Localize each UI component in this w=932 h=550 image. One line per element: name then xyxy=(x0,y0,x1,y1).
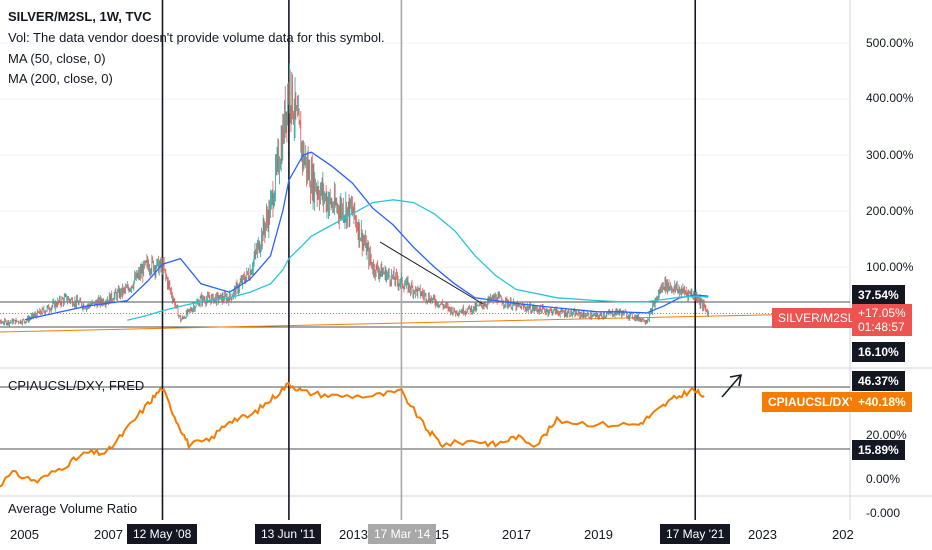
volume-note: Vol: The data vendor doesn't provide vol… xyxy=(8,30,385,45)
level-badge-top[interactable]: 37.54% xyxy=(852,285,905,305)
cpi-pane-label[interactable]: CPIAUCSL/DXY, FRED xyxy=(8,378,145,393)
y-tick-400: 400.00% xyxy=(866,91,914,105)
y-tick-300: 300.00% xyxy=(866,148,914,162)
silver-symbol-badge[interactable]: SILVER/M2SL xyxy=(772,308,861,328)
cpi-dxy-line xyxy=(0,381,705,488)
marker-label-2021[interactable]: 17 May '21 xyxy=(660,524,731,544)
avg-volume-label[interactable]: Average Volume Ratio xyxy=(8,501,138,516)
level-badge-low[interactable]: 16.10% xyxy=(852,342,905,362)
chart-title[interactable]: SILVER/M2SL, 1W, TVC xyxy=(8,9,152,24)
marker-label-2011[interactable]: 13 Jun '11 xyxy=(255,524,322,544)
arrow-head xyxy=(729,374,742,387)
x-tick-2023: 2023 xyxy=(748,527,777,542)
x-tick-2007: 2007 xyxy=(94,527,123,542)
cpi-symbol-badge[interactable]: CPIAUCSL/DXY xyxy=(762,392,864,412)
x-tick-2005: 2005 xyxy=(10,527,39,542)
lower-y-tick-neg: -0.000 xyxy=(866,506,901,520)
cpi-level-badge-top[interactable]: 46.37% xyxy=(852,371,905,391)
vertical-marker-lines xyxy=(161,0,697,520)
x-tick-2019: 2019 xyxy=(584,527,613,542)
x-tick-2013: 2013 xyxy=(339,527,368,542)
marker-label-2014[interactable]: 17 Mar '14 xyxy=(368,524,437,544)
y-tick-100: 100.00% xyxy=(866,260,914,274)
lower-y-tick-20: 20.00% xyxy=(866,428,907,442)
ma50-line xyxy=(24,151,709,321)
silver-countdown: 01:48:57 xyxy=(858,320,905,334)
orange-trendline xyxy=(0,312,851,333)
silver-candles xyxy=(0,63,709,327)
ma200-line xyxy=(127,199,709,321)
x-tick-2025: 202 xyxy=(832,527,854,542)
x-tick-2017: 2017 xyxy=(502,527,531,542)
up-arrow-icon xyxy=(721,374,742,398)
ma50-legend[interactable]: MA (50, close, 0) xyxy=(8,51,106,66)
lower-y-tick-0: 0.00% xyxy=(866,472,901,486)
silver-value-badge[interactable]: +17.05% 01:48:57 xyxy=(852,304,912,336)
ma200-legend[interactable]: MA (200, close, 0) xyxy=(8,71,113,86)
arrow-shaft xyxy=(721,374,742,398)
silver-value: +17.05% xyxy=(858,306,906,320)
y-tick-500: 500.00% xyxy=(866,36,914,50)
y-tick-200: 200.00% xyxy=(866,204,914,218)
cpi-level-badge-low[interactable]: 15.89% xyxy=(852,440,905,460)
cpi-value-badge[interactable]: +40.18% xyxy=(852,392,912,412)
marker-label-2008[interactable]: 12 May '08 xyxy=(127,524,198,544)
trendline xyxy=(379,241,484,305)
